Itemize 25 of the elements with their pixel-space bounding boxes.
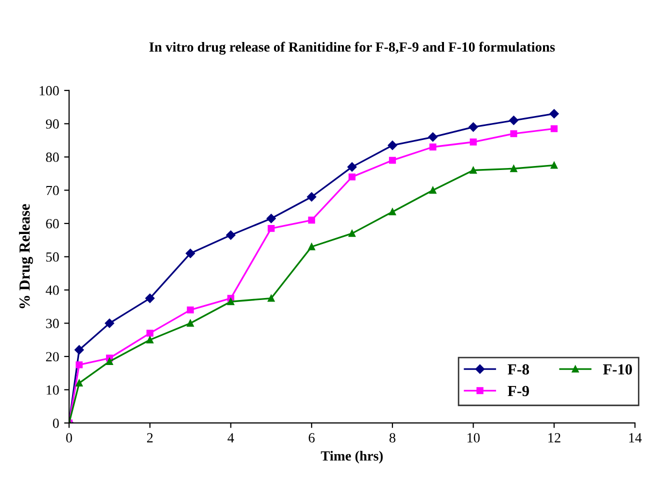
x-tick-label: 14	[629, 433, 642, 442]
y-tick-label: 30	[46, 318, 59, 328]
y-tick-label: 60	[46, 219, 59, 228]
x-axis-title: Time (hrs)	[320, 450, 383, 464]
y-tick-label: 20	[46, 352, 59, 362]
legend-label: F-8	[508, 364, 530, 375]
x-tick-label: 8	[390, 433, 396, 442]
legend-label: F-9	[508, 386, 529, 396]
y-tick-label: 90	[46, 119, 59, 129]
legend-label: F-10	[603, 364, 632, 375]
x-tick-label: 4	[228, 433, 234, 442]
y-tick-label: 50	[46, 252, 59, 262]
y-tick-label: 40	[46, 286, 59, 295]
x-tick-label: 6	[308, 433, 315, 442]
y-tick-label: 80	[46, 152, 59, 162]
y-tick-label: 10	[46, 385, 59, 395]
y-tick-label: 100	[40, 86, 59, 96]
y-tick-label: 0	[52, 418, 59, 428]
y-tick-label: 70	[46, 186, 59, 196]
y-axis-title: % Drug Release	[19, 204, 33, 308]
x-tick-label: 2	[147, 433, 153, 442]
x-tick-label: 12	[548, 433, 560, 442]
x-tick-label: 10	[468, 433, 480, 442]
chart-title: In vitro drug release of Ranitidine for F-8,F-9 and F-10 formulations	[149, 42, 555, 55]
x-tick-label: 0	[66, 433, 72, 442]
